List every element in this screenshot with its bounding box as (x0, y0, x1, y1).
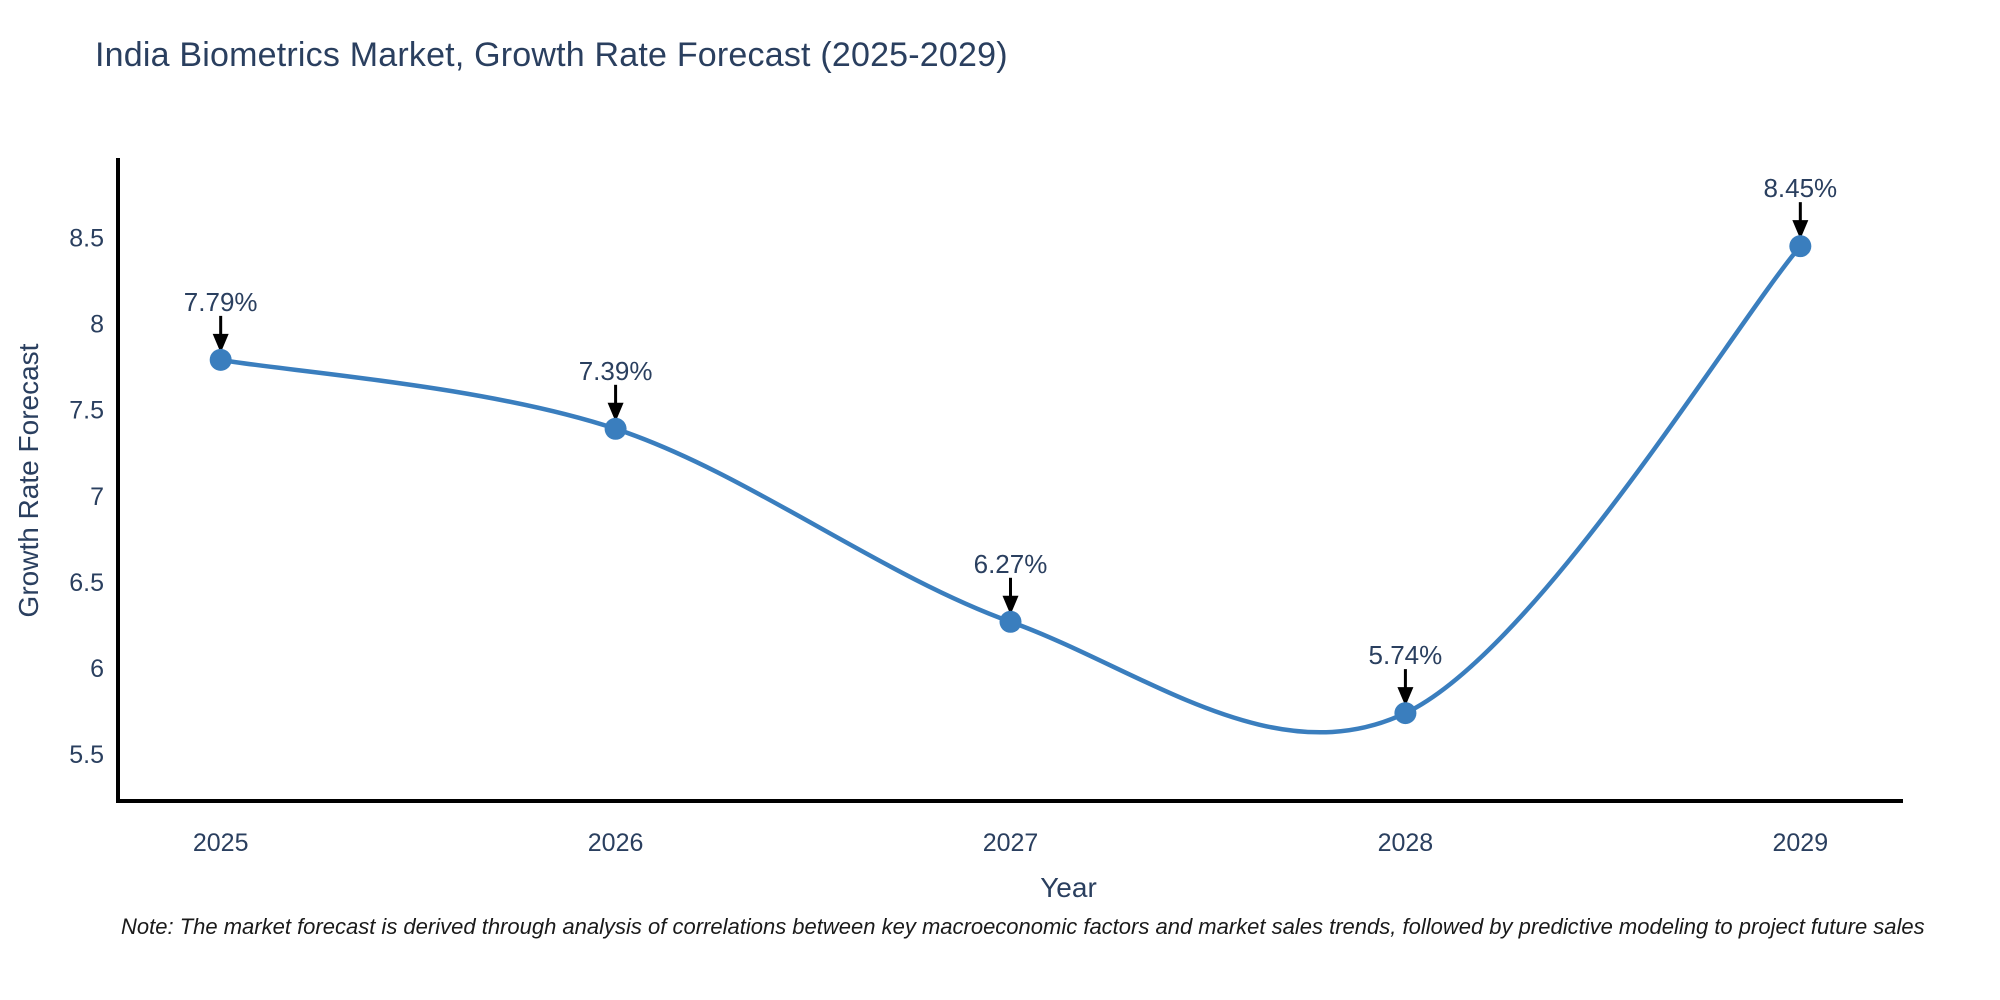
point-value-label: 8.45% (1763, 173, 1837, 203)
data-point-2025[interactable] (209, 348, 232, 371)
y-tick-label: 8 (90, 310, 104, 338)
annotation-arrowhead (1397, 687, 1414, 707)
y-tick-label: 5.5 (69, 741, 104, 769)
data-point-2027[interactable] (999, 610, 1022, 633)
annotation-arrowhead (1002, 595, 1019, 615)
footnote: Note: The market forecast is derived thr… (121, 914, 1925, 939)
x-tick-label: 2026 (588, 829, 644, 857)
forecast-line (218, 243, 1803, 735)
x-tick-label: 2028 (1378, 829, 1434, 857)
y-tick-label: 7.5 (69, 397, 104, 425)
x-tick-label: 2029 (1773, 829, 1829, 857)
point-value-label: 6.27% (974, 549, 1048, 579)
x-tick-label: 2025 (193, 829, 249, 857)
annotation-arrowhead (607, 402, 624, 422)
data-point-2029[interactable] (1789, 235, 1812, 258)
y-axis-title: Growth Rate Forecast (13, 343, 44, 617)
x-axis-title: Year (1040, 872, 1097, 903)
y-tick-label: 8.5 (69, 224, 104, 252)
chart-title: India Biometrics Market, Growth Rate For… (95, 36, 1008, 74)
y-tick-label: 6 (90, 655, 104, 683)
annotation-arrowhead (212, 333, 229, 353)
y-tick-label: 7 (90, 483, 104, 511)
data-point-2026[interactable] (604, 417, 627, 440)
point-value-label: 7.79% (184, 287, 258, 317)
annotation-arrowhead (1792, 220, 1809, 240)
point-value-label: 5.74% (1369, 640, 1443, 670)
y-tick-label: 6.5 (69, 569, 104, 597)
point-value-label: 7.39% (579, 356, 653, 386)
data-point-2028[interactable] (1394, 702, 1417, 725)
x-tick-label: 2027 (983, 829, 1039, 857)
